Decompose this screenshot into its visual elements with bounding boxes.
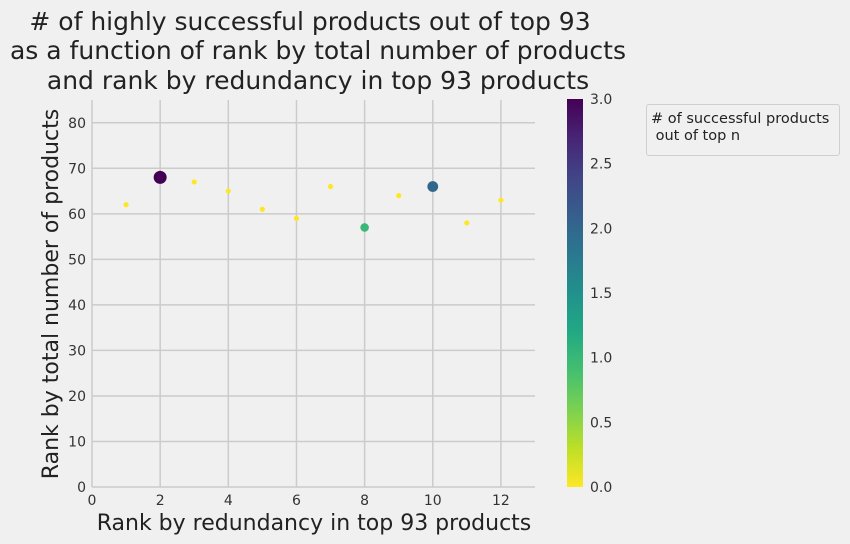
colorbar-tick-label: 3.0 — [590, 92, 612, 108]
colorbar-tick-label: 0.0 — [590, 480, 612, 496]
colorbar-tick-label: 2.5 — [590, 157, 612, 173]
x-tick-label: 2 — [156, 493, 165, 509]
y-tick-label: 20 — [68, 389, 86, 405]
data-point — [464, 220, 470, 226]
x-tick-label: 8 — [360, 493, 369, 509]
y-tick-labels: 0 10 20 30 40 50 60 70 80 — [68, 116, 86, 496]
y-tick-label: 40 — [68, 298, 86, 314]
title-line-1: # of highly successful products out of t… — [29, 7, 590, 36]
data-point — [259, 206, 265, 212]
y-tick-label: 30 — [68, 343, 86, 359]
x-tick-labels: 0 2 4 6 8 10 12 — [88, 493, 510, 509]
data-point — [191, 179, 197, 185]
data-point — [123, 202, 129, 208]
colorbar-tick-label: 1.0 — [590, 351, 612, 367]
y-tick-label: 10 — [68, 434, 86, 450]
title-line-3: and rank by redundancy in top 93 product… — [47, 66, 589, 95]
y-tick-label: 70 — [68, 161, 86, 177]
data-point — [153, 170, 167, 184]
title-line-2: as a function of rank by total number of… — [10, 36, 626, 65]
x-tick-label: 0 — [88, 493, 97, 509]
data-point — [327, 183, 334, 190]
data-point — [293, 215, 300, 221]
y-tick-label: 50 — [68, 252, 86, 268]
colorbar-tick-label: 2.0 — [590, 221, 612, 237]
x-tick-label: 10 — [424, 493, 442, 509]
chart-title: # of highly successful products out of t… — [10, 7, 626, 95]
legend-title: # of successful products out of top n — [651, 111, 830, 144]
y-tick-label: 60 — [68, 207, 86, 223]
data-point — [360, 223, 369, 232]
x-axis-label: Rank by redundancy in top 93 products — [97, 511, 532, 536]
colorbar-tick-labels: 0.0 0.5 1.0 1.5 2.0 2.5 3.0 — [590, 92, 612, 496]
data-points — [123, 170, 504, 232]
data-point — [498, 197, 504, 203]
x-tick-label: 12 — [492, 493, 510, 509]
colorbar — [567, 99, 583, 487]
grid — [91, 100, 535, 488]
data-point — [396, 193, 402, 199]
y-tick-label: 80 — [68, 116, 86, 132]
legend: # of successful products out of top n — [646, 104, 840, 156]
data-point — [427, 181, 439, 192]
data-point — [225, 188, 231, 194]
x-tick-label: 6 — [292, 493, 301, 509]
x-tick-label: 4 — [224, 493, 233, 509]
colorbar-tick-label: 0.5 — [590, 415, 612, 431]
colorbar-tick-label: 1.5 — [590, 286, 612, 302]
y-axis-label: Rank by total number of products — [39, 109, 64, 479]
y-tick-label: 0 — [77, 480, 86, 496]
